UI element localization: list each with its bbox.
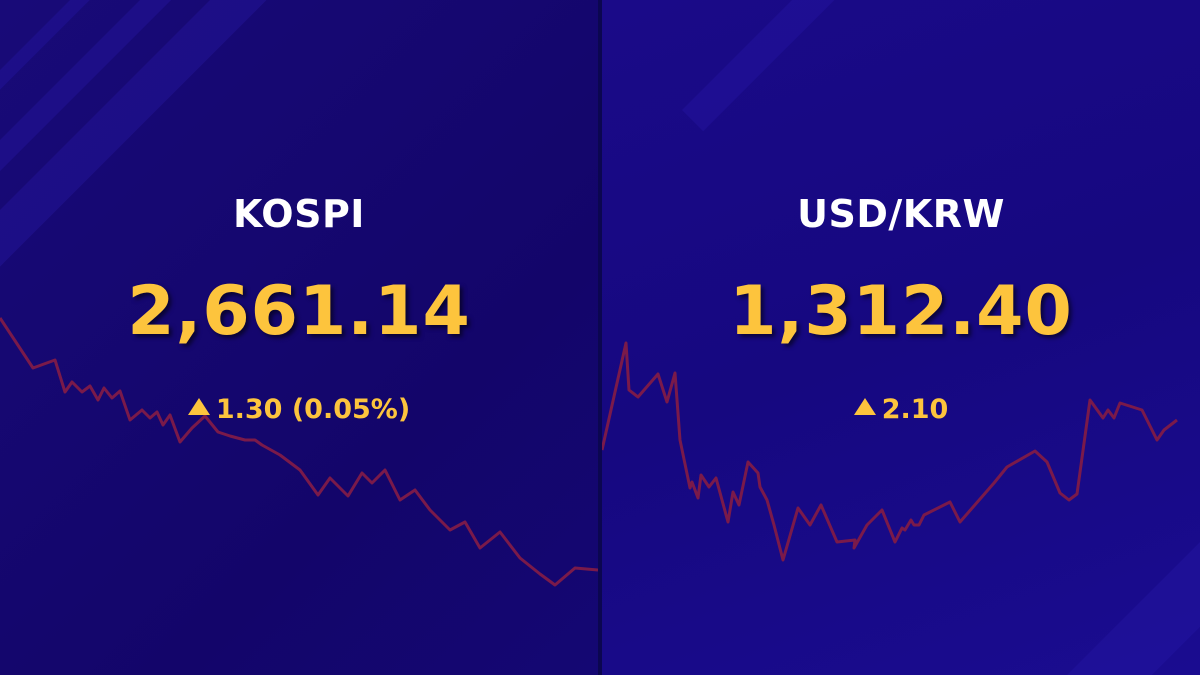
kospi-label: KOSPI — [233, 192, 365, 236]
usdkrw-change-text: 2.10 — [881, 394, 949, 425]
triangle-up-icon — [853, 398, 876, 415]
usdkrw-panel: USD/KRW 1,312.40 2.10 — [602, 0, 1200, 675]
usdkrw-change: 2.10 — [602, 394, 1200, 425]
triangle-up-icon — [187, 398, 210, 415]
usdkrw-value: 1,312.40 — [729, 272, 1073, 351]
kospi-line-chart — [0, 317, 598, 587]
kospi-change-text: 1.30 (0.05%) — [215, 394, 411, 425]
usdkrw-line-chart — [602, 341, 1178, 562]
kospi-change: 1.30 (0.05%) — [0, 394, 598, 425]
usdkrw-label: USD/KRW — [797, 192, 1005, 236]
kospi-panel: KOSPI 2,661.14 1.30 (0.05%) — [0, 0, 598, 675]
panel-divider — [598, 0, 602, 675]
kospi-value: 2,661.14 — [127, 272, 471, 351]
